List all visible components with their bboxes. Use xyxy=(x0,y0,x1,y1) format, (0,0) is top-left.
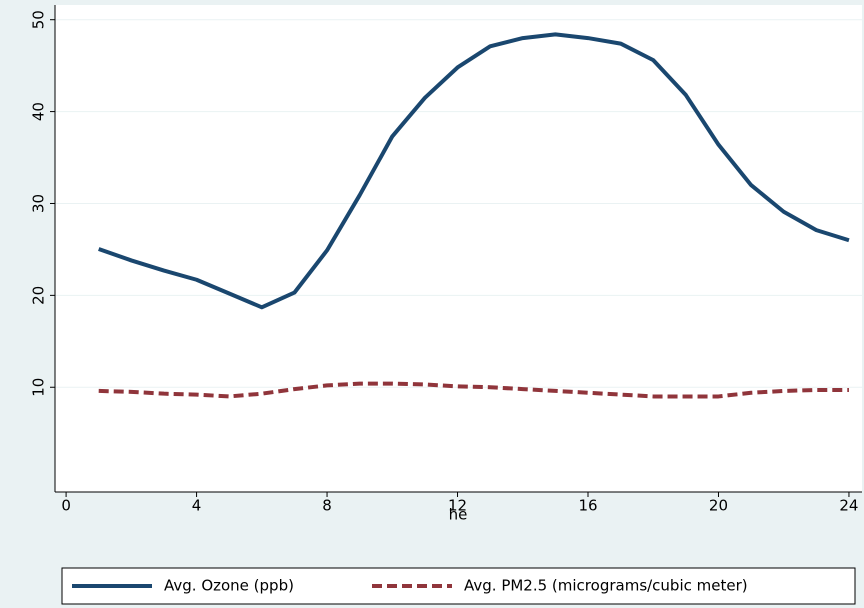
x-tick-label: 24 xyxy=(839,497,858,515)
x-tick-label: 16 xyxy=(578,497,597,515)
x-tick-label: 8 xyxy=(322,497,332,515)
legend-label: Avg. Ozone (ppb) xyxy=(164,577,294,595)
y-tick-label: 30 xyxy=(30,194,48,213)
y-tick-label: 40 xyxy=(30,102,48,121)
x-tick-label: 4 xyxy=(192,497,202,515)
x-tick-label: 20 xyxy=(709,497,728,515)
y-tick-label: 20 xyxy=(30,286,48,305)
line-series xyxy=(98,381,849,399)
x-axis-label: he xyxy=(449,506,468,524)
legend-label: Avg. PM2.5 (micrograms/cubic meter) xyxy=(464,577,748,595)
legend-box xyxy=(61,567,856,605)
y-tick-label: 10 xyxy=(30,378,48,397)
line-series xyxy=(98,32,850,310)
y-tick-label: 50 xyxy=(30,10,48,29)
x-tick-label: 0 xyxy=(61,497,71,515)
plot-area xyxy=(55,5,862,492)
x-tick-label: 12 xyxy=(448,497,467,515)
